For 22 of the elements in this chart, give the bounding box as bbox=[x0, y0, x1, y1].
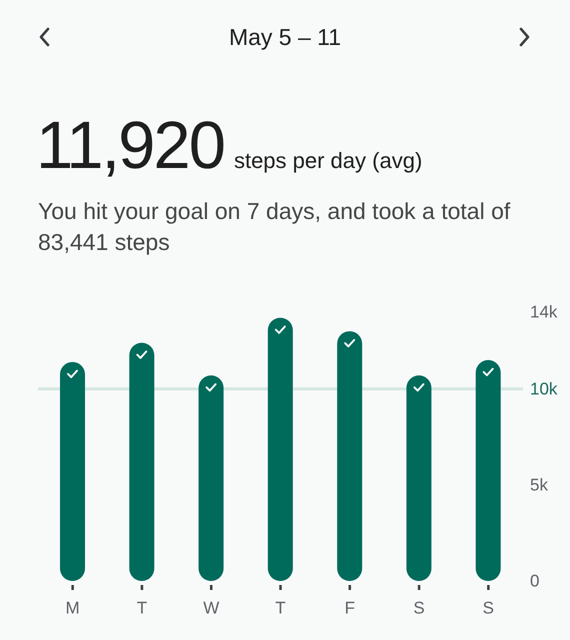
bar bbox=[476, 360, 501, 581]
y-tick-label: 0 bbox=[530, 572, 540, 590]
text: steps per day (avg) bbox=[234, 148, 422, 174]
y-tick-label: 14k bbox=[530, 302, 558, 322]
chart-subtitle: You hit your goal on 7 days, and took a total of 83,441 steps bbox=[38, 197, 512, 257]
x-tick-label: F bbox=[344, 598, 355, 618]
x-tick-label: W bbox=[203, 598, 220, 618]
y-tick-label: 10k bbox=[530, 379, 558, 398]
x-tick-label: S bbox=[413, 598, 425, 618]
text: 11,920 bbox=[36, 108, 224, 184]
bar bbox=[406, 375, 432, 581]
bar bbox=[268, 318, 293, 581]
bar bbox=[60, 362, 85, 581]
x-tick-label: T bbox=[275, 598, 286, 618]
x-tick-label: M bbox=[66, 598, 80, 618]
x-tick-label: T bbox=[136, 598, 148, 618]
bar bbox=[337, 331, 362, 581]
bar bbox=[129, 342, 154, 581]
chart-title: May 5 – 11 bbox=[228, 23, 342, 52]
x-tick-label: S bbox=[482, 598, 494, 618]
y-tick-label: 5k bbox=[530, 475, 548, 494]
bar bbox=[198, 375, 224, 581]
